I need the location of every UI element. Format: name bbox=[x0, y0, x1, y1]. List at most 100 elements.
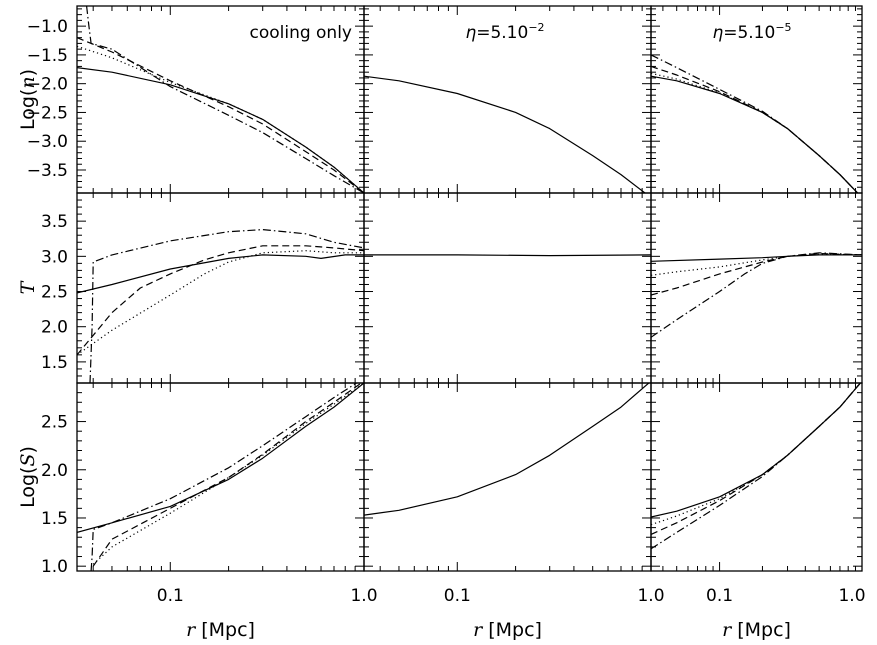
y-tick-label: −3.5 bbox=[27, 161, 68, 181]
series-line-dashdot bbox=[651, 54, 859, 193]
series-line-dashdot bbox=[86, 6, 364, 193]
y-tick-label: 2.5 bbox=[41, 283, 68, 303]
x-axis-title-var: r bbox=[473, 619, 484, 641]
y-tick-label: −1.0 bbox=[27, 17, 68, 37]
series-line-solid bbox=[364, 383, 650, 516]
y-tick-label: 1.0 bbox=[41, 557, 68, 577]
series-line-dashed bbox=[77, 245, 364, 356]
series-line-dotted bbox=[77, 45, 364, 193]
y-tick-label: 1.5 bbox=[41, 353, 68, 373]
series-line-dashdot bbox=[651, 383, 862, 550]
y-tick-label: −1.5 bbox=[27, 46, 68, 66]
y-axis-title-row1: Log(n) bbox=[17, 69, 39, 130]
panel-frame bbox=[650, 382, 863, 572]
panel-r2-c2 bbox=[363, 192, 652, 384]
x-axis-title-var: r bbox=[722, 619, 733, 641]
panel-frame bbox=[363, 382, 652, 572]
panel-series bbox=[364, 383, 650, 516]
series-line-dashed bbox=[651, 65, 859, 193]
series-line-solid bbox=[77, 67, 364, 193]
panel-series bbox=[651, 383, 862, 550]
y-axis-title-row3: Log(S) bbox=[17, 446, 39, 508]
x-axis-title-unit: [Mpc] bbox=[488, 619, 542, 641]
x-tick-label: 1.0 bbox=[637, 586, 664, 606]
y-tick-label: −2.5 bbox=[27, 103, 68, 123]
x-axis-title-col2: r [Mpc] bbox=[473, 619, 542, 641]
panel-r3-c1: 1.0 1.5 2.0 2.5 0.1 1.0 bbox=[41, 382, 378, 606]
y-axis-title-prefix: Log( bbox=[17, 467, 39, 508]
panel-r2-c3 bbox=[650, 192, 863, 384]
series-line-solid bbox=[77, 254, 364, 294]
y-tick-label: −3.0 bbox=[27, 132, 68, 152]
x-tick-label: 1.0 bbox=[838, 586, 865, 606]
y-tick-label: 1.5 bbox=[41, 509, 68, 529]
y-axis-title-var: n bbox=[17, 76, 39, 88]
series-line-dashed bbox=[77, 37, 364, 193]
column-title-value: =5.10 bbox=[476, 23, 528, 43]
series-line-dotted bbox=[651, 383, 862, 526]
series-line-dashdot bbox=[89, 229, 364, 383]
panel-frame bbox=[650, 192, 863, 384]
column-axis-titles: r [Mpc] r [Mpc] r [Mpc] bbox=[186, 619, 791, 641]
series-line-dashed bbox=[651, 383, 862, 535]
series-line-dashed bbox=[651, 252, 862, 296]
series-line-dotted bbox=[77, 250, 364, 356]
series-line-dotted bbox=[92, 383, 364, 565]
series-line-solid bbox=[651, 254, 862, 262]
y-tick-label: −2.0 bbox=[27, 75, 68, 95]
x-axis-title-col1: r [Mpc] bbox=[186, 619, 255, 641]
series-line-solid bbox=[77, 383, 364, 533]
series-line-solid bbox=[364, 254, 651, 257]
column-title-1: cooling only bbox=[249, 23, 352, 43]
panel-r3-c2: 0.1 1.0 bbox=[363, 382, 665, 606]
x-axis-title-unit: [Mpc] bbox=[737, 619, 791, 641]
x-tick-label: 0.1 bbox=[706, 586, 733, 606]
y-axis-title-suffix: ) bbox=[17, 69, 39, 76]
panel-series bbox=[77, 383, 364, 571]
panel-r1-c1: −3.5 −3.0 −2.5 −2.0 −1.5 −1.0 bbox=[27, 5, 365, 194]
y-tick-label: 2.0 bbox=[41, 318, 68, 338]
column-title-exponent: −5 bbox=[775, 21, 791, 34]
series-line-dotted bbox=[651, 253, 862, 276]
series-line-solid bbox=[651, 383, 862, 518]
panel-series bbox=[77, 229, 364, 383]
column-title-symbol: η bbox=[712, 23, 723, 43]
x-axis-title-unit: [Mpc] bbox=[201, 619, 255, 641]
panel-series bbox=[364, 254, 651, 257]
panel-frame bbox=[76, 192, 365, 384]
y-tick-label: 2.5 bbox=[41, 413, 68, 433]
panel-series bbox=[77, 6, 364, 193]
x-tick-label: 1.0 bbox=[350, 586, 377, 606]
series-line-solid bbox=[364, 75, 646, 193]
panel-r3-c3: 0.1 1.0 bbox=[650, 382, 866, 606]
x-tick-label: 0.1 bbox=[157, 586, 184, 606]
panel-series bbox=[651, 54, 859, 193]
x-axis-title-col3: r [Mpc] bbox=[722, 619, 791, 641]
y-tick-label: 2.0 bbox=[41, 461, 68, 481]
column-title-value: =5.10 bbox=[723, 23, 775, 43]
column-title-exponent: −2 bbox=[528, 21, 544, 34]
y-axis-title-prefix: Log( bbox=[17, 89, 39, 130]
panel-series bbox=[651, 252, 862, 338]
column-title-2: η=5.10−2 bbox=[465, 21, 544, 43]
y-axis-title-suffix: ) bbox=[17, 446, 39, 453]
y-tick-label: 3.5 bbox=[41, 212, 68, 232]
panel-series bbox=[364, 75, 646, 193]
x-axis-title-var: r bbox=[186, 619, 197, 641]
y-axis-title-var: T bbox=[17, 280, 39, 294]
x-tick-label: 0.1 bbox=[444, 586, 471, 606]
panel-grid: −3.5−3.0−2.5−2.0−1.5−1.01.52.02.53.03.51… bbox=[27, 5, 866, 606]
y-axis-title-row2: T bbox=[17, 280, 39, 294]
series-line-dotted bbox=[651, 72, 859, 193]
series-line-dashdot bbox=[90, 383, 358, 571]
column-title-symbol: η bbox=[465, 23, 476, 43]
y-axis-title-var: S bbox=[17, 454, 39, 467]
panel-r2-c1: 1.5 2.0 2.5 3.0 3.5 bbox=[41, 192, 365, 384]
y-tick-label: 3.0 bbox=[41, 247, 68, 267]
series-line-solid bbox=[651, 75, 859, 193]
series-line-dashed bbox=[92, 383, 363, 567]
panel-frame bbox=[363, 192, 652, 384]
series-line-dashdot bbox=[651, 252, 862, 338]
